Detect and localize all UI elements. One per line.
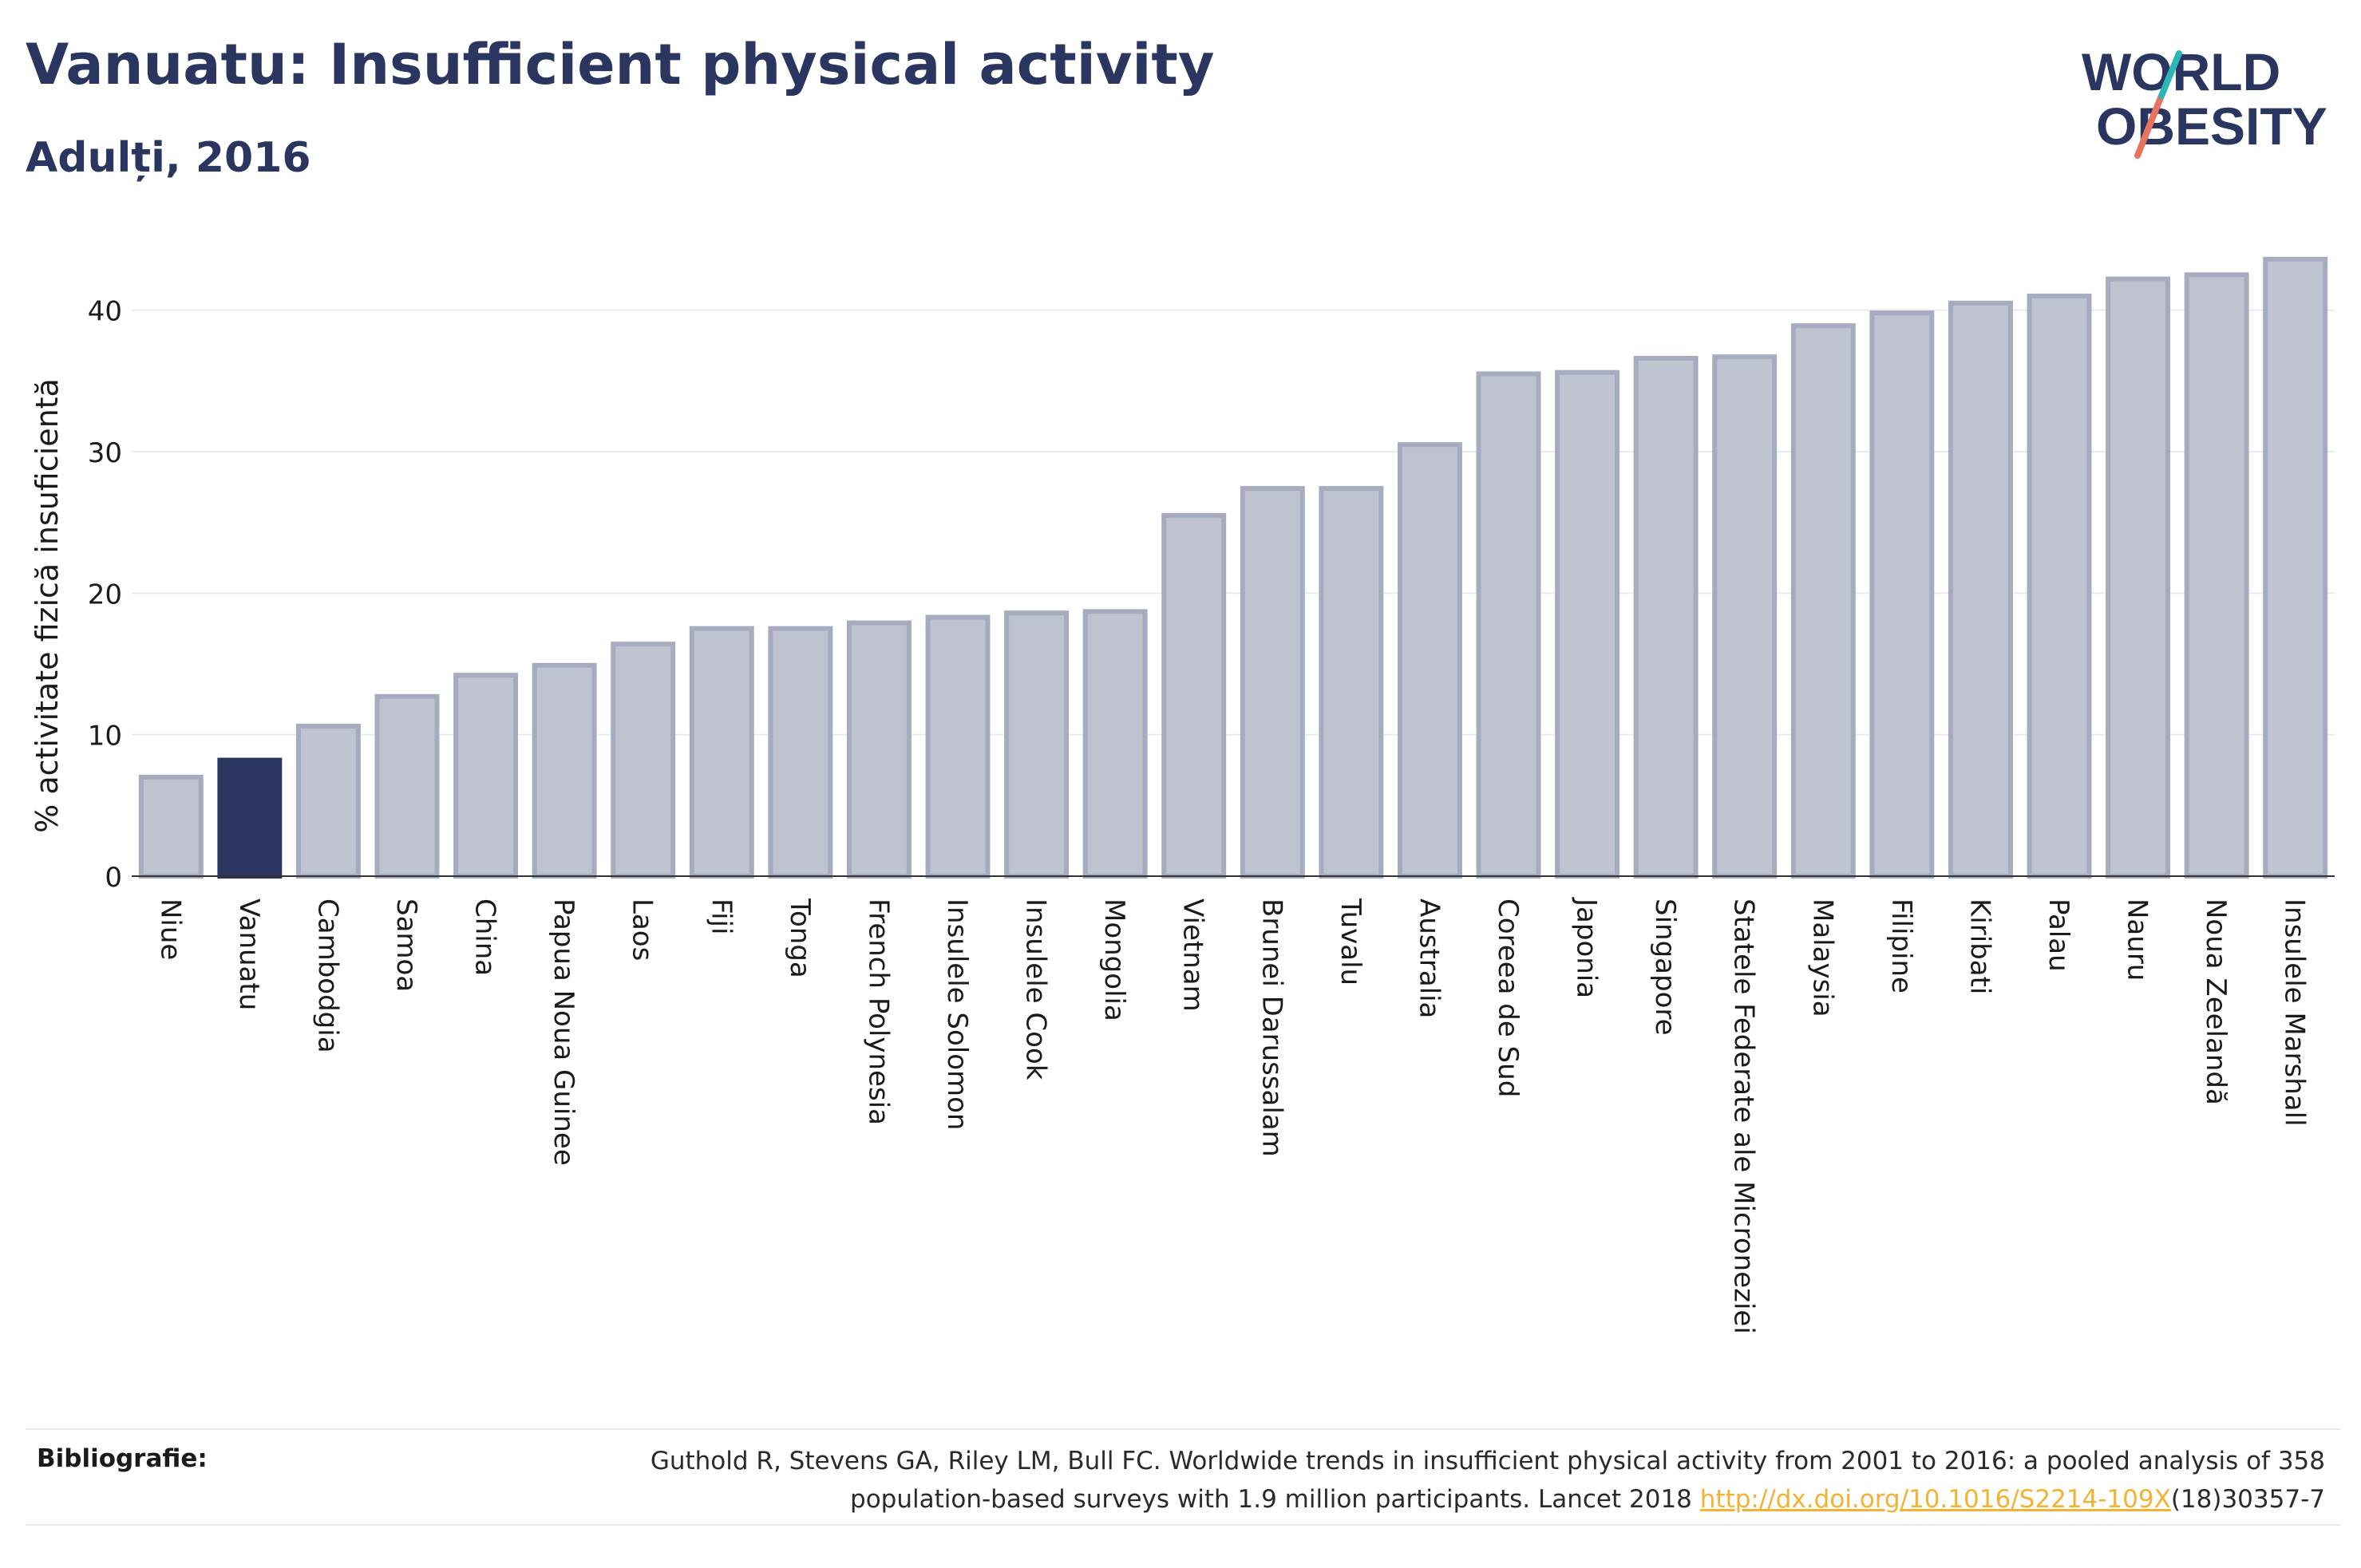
bar-japonia	[1555, 369, 1620, 879]
x-tick-label: Tonga	[784, 898, 816, 978]
bar-vietnam	[1161, 512, 1227, 879]
bar-palau	[2027, 293, 2092, 879]
x-tick-label: Samoa	[390, 899, 422, 992]
x-tick-label: Malaysia	[1806, 899, 1838, 1017]
x-tick-label: Fiji	[705, 899, 737, 934]
bar-noua-zeelandă	[2184, 272, 2249, 879]
bar-papua-noua-guinee	[532, 662, 597, 879]
bar-vanuatu	[217, 757, 283, 879]
bar-insulele-cook	[1004, 610, 1070, 879]
y-tick-label: 10	[88, 721, 122, 752]
y-tick-label: 20	[88, 579, 122, 610]
bar-tonga	[768, 626, 833, 879]
x-tick-label: Insulele Solomon	[941, 899, 973, 1130]
logo-line-2: OBESITY	[2096, 97, 2327, 156]
y-tick-label: 0	[105, 862, 122, 894]
bar-laos	[611, 642, 676, 879]
x-tick-label: Papua Noua Guinee	[548, 899, 579, 1166]
bars	[138, 256, 2328, 879]
bar-cambodgia	[295, 724, 361, 879]
x-tick-label: Singapore	[1649, 899, 1681, 1036]
doi-link[interactable]: http://dx.doi.org/10.1016/S2214-109X	[1699, 1485, 2171, 1514]
bar-brunei-darussalam	[1240, 486, 1305, 879]
x-tick-label: Kiribati	[1964, 899, 1995, 994]
bibliography-line-2: population-based surveys with 1.9 millio…	[489, 1480, 2325, 1519]
y-tick-labels: 0 10 20 30 40	[88, 296, 122, 894]
y-axis-label: % activitate fizică insuficientă	[30, 378, 65, 833]
bar-tuvalu	[1319, 486, 1384, 879]
x-tick-label: Statele Federate ale Microneziei	[1728, 899, 1760, 1334]
chart-title: Vanuatu: Insufficient physical activity	[26, 32, 1215, 97]
bibliography-top-rule	[26, 1428, 2340, 1430]
x-tick-label: Vietnam	[1177, 899, 1209, 1012]
bibliography-text: Guthold R, Stevens GA, Riley LM, Bull FC…	[489, 1442, 2325, 1519]
bar-australia	[1397, 442, 1462, 879]
x-tick-label: French Polynesia	[862, 899, 894, 1125]
x-tick-label: Japonia	[1571, 897, 1603, 998]
bar-fiji	[689, 626, 754, 879]
bar-insulele-marshall	[2263, 256, 2328, 879]
x-tick-label: Brunei Darussalam	[1256, 899, 1287, 1157]
bar-samoa	[374, 693, 440, 879]
x-tick-label: Mongolia	[1098, 899, 1130, 1021]
x-tick-label: Cambodgia	[311, 899, 343, 1053]
bar-china	[453, 673, 519, 879]
bar-coreea-de-sud	[1476, 371, 1541, 879]
bar-french-polynesia	[846, 620, 912, 879]
x-tick-label: Insulele Cook	[1020, 899, 1052, 1080]
bar-statele-federate-ale-microneziei	[1712, 354, 1778, 879]
bar-mongolia	[1082, 609, 1148, 879]
y-tick-label: 30	[88, 437, 122, 469]
bibliography-line-2-prefix: population-based surveys with 1.9 millio…	[850, 1485, 1692, 1514]
world-obesity-logo: WORLD OBESITY	[2082, 42, 2327, 159]
bar-niue	[138, 774, 204, 879]
bar-chart: 0 10 20 30 40 Niue Vanuatu Cambodgia Samoa China…	[30, 256, 2335, 1334]
x-tick-label: Laos	[627, 899, 658, 961]
y-tick-label: 40	[88, 296, 122, 328]
x-tick-label: Australia	[1413, 899, 1445, 1018]
x-tick-label: Coreea de Sud	[1492, 899, 1524, 1097]
bar-singapore	[1633, 355, 1699, 879]
x-tick-labels: Niue Vanuatu Cambodgia Samoa China Papua Noua…	[154, 897, 2310, 1334]
bibliography-bottom-rule	[26, 1524, 2340, 1526]
bar-malaysia	[1790, 323, 1856, 879]
x-tick-label: Tuvalu	[1335, 898, 1366, 985]
bibliography-line-2-suffix: (18)30357-7	[2170, 1485, 2325, 1514]
x-tick-label: Noua Zeelandă	[2200, 899, 2232, 1105]
bibliography-label: Bibliografie:	[37, 1444, 208, 1473]
x-tick-label: Filipine	[1885, 899, 1917, 993]
x-tick-label: Palau	[2043, 899, 2074, 972]
x-tick-label: Insulele Marshall	[2279, 899, 2311, 1127]
x-tick-label: China	[469, 899, 501, 976]
bar-insulele-solomon	[925, 614, 991, 879]
chart-subtitle: Adulți, 2016	[26, 134, 311, 182]
bibliography-line-1: Guthold R, Stevens GA, Riley LM, Bull FC…	[650, 1447, 2325, 1475]
x-tick-label: Vanuatu	[233, 899, 265, 1010]
x-tick-label: Nauru	[2122, 899, 2153, 981]
x-tick-label: Niue	[154, 899, 186, 960]
bar-kiribati	[1948, 300, 2013, 879]
bar-nauru	[2106, 276, 2171, 879]
bar-filipine	[1869, 310, 1935, 879]
